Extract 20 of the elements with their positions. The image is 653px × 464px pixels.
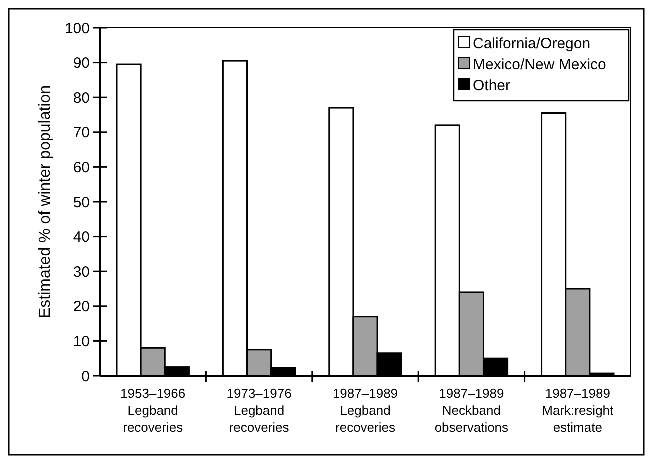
y-tick-label: 40	[73, 229, 90, 246]
x-tick-label: 1987–1989 Neckband observations	[434, 386, 510, 435]
y-tick-label: 70	[73, 124, 90, 142]
y-axis-title: Estimated % of winter population	[37, 85, 54, 319]
x-tick-label: 1987–1989 Mark:resight estimate	[542, 386, 614, 435]
y-tick-label: 30	[73, 264, 90, 281]
legend-label: Mexico/New Mexico	[473, 56, 606, 74]
x-tick-label: 1953–1966 Legband recoveries	[120, 386, 186, 435]
y-tick-label: 20	[73, 298, 90, 316]
y-tick-label: 10	[73, 333, 90, 350]
legend-label: California/Oregon	[473, 35, 591, 52]
x-tick-label: 1973–1976 Legband recoveries	[226, 386, 292, 435]
y-tick-label: 60	[73, 159, 90, 176]
y-tick-label: 90	[73, 55, 90, 72]
y-tick-label: 0	[82, 368, 90, 386]
y-tick-label: 100	[64, 20, 90, 38]
legend-label: Other	[473, 77, 511, 94]
y-tick-label: 50	[73, 194, 90, 212]
x-tick-label: 1987–1989 Legband recoveries	[332, 386, 398, 435]
y-tick-label: 80	[73, 90, 90, 107]
